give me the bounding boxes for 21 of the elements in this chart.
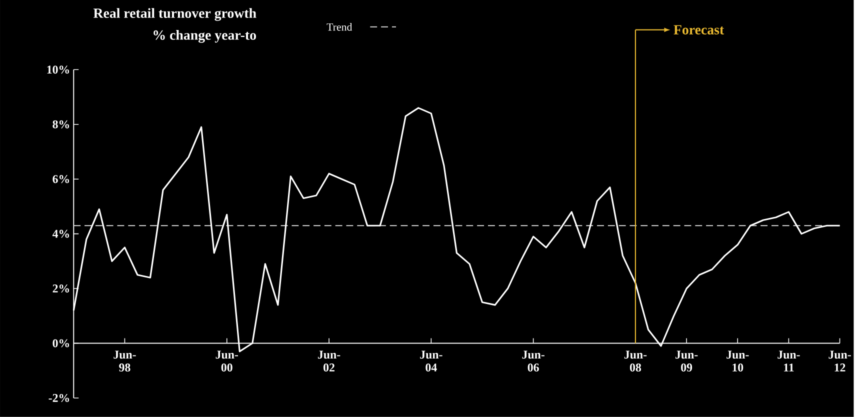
x-tick-label: Jun-08	[624, 350, 647, 372]
x-tick-label: Jun-04	[420, 350, 442, 372]
y-tick-label: 6%	[52, 175, 70, 184]
chart-title: Real retail turnover growth	[93, 8, 256, 21]
x-tick-label: Jun-00	[216, 350, 238, 372]
y-tick-label: 10%	[47, 66, 70, 74]
y-tick-label: 8%	[52, 120, 70, 128]
ref-line-label: Forecast	[674, 25, 724, 35]
x-tick-label: Jun-98	[114, 350, 136, 372]
x-tick-label: Jun-10	[726, 350, 749, 372]
y-tick-label: 2%	[52, 284, 70, 293]
x-tick-label: Jun-02	[318, 350, 340, 372]
ref-line-label: Trend	[326, 23, 352, 31]
x-tick-label: Jun-09	[676, 350, 698, 372]
chart-subtitle: % change year-to	[154, 30, 256, 43]
x-tick-label: Jun-06	[522, 350, 544, 372]
y-tick-label: 4%	[52, 230, 70, 238]
y-tick-label: 0%	[52, 339, 70, 348]
x-tick-label: Jun-11	[778, 350, 800, 372]
y-tick-label: -2%	[48, 394, 70, 402]
x-tick-label: Jun-12	[828, 350, 851, 372]
